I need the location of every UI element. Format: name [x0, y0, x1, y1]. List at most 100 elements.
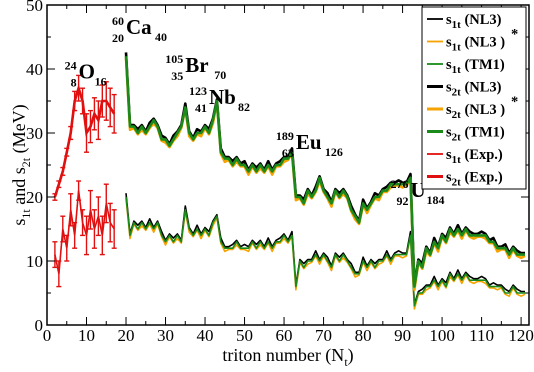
legend-entry-part: (NL3) — [461, 12, 502, 28]
nucleus-neutron-number: 82 — [238, 100, 250, 114]
x-axis-title-main: triton number (N — [222, 345, 344, 366]
x-tick-label: 10 — [78, 326, 95, 345]
y-axis-title-s1: s — [9, 219, 29, 226]
nucleus-mass-number: 123 — [189, 84, 207, 98]
legend-entry-part: 1t — [452, 19, 462, 31]
legend-entry-label: s1t (NL3) — [446, 12, 502, 31]
legend-entry-part: (NL3 ) — [461, 102, 505, 118]
legend-entry-part: (TM1) — [461, 57, 505, 73]
x-tick-label: 110 — [469, 326, 494, 345]
legend-entry-part: (NL3 ) — [461, 35, 505, 51]
legend-entry-label: s2t (NL3) — [446, 80, 502, 99]
nucleus-mass-number: 189 — [276, 129, 294, 143]
legend-entry-label: s2t (TM1) — [446, 125, 505, 144]
x-tick-label: 90 — [394, 326, 411, 345]
tick-labels: 0 10 20 30 40 50 60 70 80 90 100 110 120 0 10 20 30 40 50 — [26, 0, 534, 345]
nucleus-neutron-number: 126 — [325, 145, 343, 159]
nucleus-neutron-number: 16 — [95, 75, 107, 89]
legend-entry-part: s — [446, 147, 452, 163]
x-axis-title-sub: t — [344, 355, 348, 369]
nucleus-proton-number: 35 — [171, 69, 183, 83]
legend-entry-label: s1t (NL3 ) — [446, 35, 505, 54]
y-tick-label: 50 — [26, 0, 43, 15]
legend-entry-part: s — [446, 125, 452, 141]
nucleus-proton-number: 92 — [396, 194, 408, 208]
s2-curve-TM1 — [124, 56, 525, 288]
legend-entry-part: s — [446, 12, 452, 28]
nucleus-mass-number: 24 — [65, 59, 77, 73]
legend-entry-part: s — [446, 170, 452, 186]
nucleus-symbol: Nb — [209, 85, 236, 109]
legend-entry-part: 2t — [452, 132, 462, 144]
y-axis-title-1t: 1t — [19, 209, 33, 219]
nucleus-proton-number: 8 — [71, 76, 77, 90]
nucleus-label-Br: 105 35 Br 70 — [165, 52, 226, 83]
s1-curve-TM1 — [125, 196, 525, 307]
legend-entry-part: 1t — [452, 154, 462, 166]
nucleus-neutron-number: 70 — [214, 68, 226, 82]
legend-entry-part: s — [446, 80, 452, 96]
nucleus-symbol: Ca — [126, 15, 152, 39]
legend-entry-label: s2t (NL3 ) — [446, 102, 505, 121]
legend-box — [421, 6, 527, 190]
nucleus-mass-number: 276 — [390, 177, 408, 191]
y-axis-title-2t: 2t — [19, 157, 33, 167]
legend-entry-star: * — [511, 94, 518, 110]
legend-entry-part: s — [446, 35, 452, 51]
nucleus-symbol: O — [79, 60, 95, 84]
x-tick-label: 70 — [315, 326, 332, 345]
legend-entry-part: 1t — [452, 42, 462, 54]
legend-entry-part: (Exp.) — [461, 170, 503, 186]
nucleus-symbol: Eu — [296, 130, 322, 154]
legend: s1t (NL3)s1t (NL3 ) *s1t (TM1)s2t (NL3)s2… — [421, 6, 527, 190]
y-tick-label: 0 — [35, 316, 44, 335]
legend-entry-part: 2t — [452, 177, 462, 189]
nucleus-symbol: Br — [185, 53, 208, 77]
nucleus-neutron-number: 40 — [155, 30, 167, 44]
s1-exp-line — [54, 190, 115, 274]
y-axis-title-unit: (MeV) — [9, 104, 30, 157]
nucleus-proton-number: 63 — [282, 146, 294, 160]
x-tick-label: 30 — [157, 326, 174, 345]
legend-entry-star: * — [511, 27, 518, 43]
legend-entry-label: s1t (Exp.) — [446, 147, 503, 166]
x-tick-label: 20 — [118, 326, 135, 345]
nucleus-proton-number: 41 — [195, 101, 207, 115]
theory-curves — [124, 52, 526, 310]
x-tick-label: 80 — [355, 326, 372, 345]
y-tick-label: 30 — [26, 124, 43, 143]
y-axis-title: s1t and s2t (MeV) — [9, 104, 33, 225]
legend-entry-part: (Exp.) — [461, 147, 503, 163]
nucleus-label-Eu: 189 63 Eu 126 — [276, 129, 343, 160]
nucleus-mass-number: 60 — [112, 14, 124, 28]
legend-entry-part: 1t — [452, 64, 462, 76]
nucleus-neutron-number: 184 — [426, 193, 444, 207]
x-tick-label: 50 — [236, 326, 253, 345]
y-tick-label: 20 — [26, 188, 43, 207]
nucleus-label-Ca: 60 20 Ca 40 — [112, 14, 167, 45]
legend-entry-part: 2t — [452, 87, 462, 99]
nucleus-mass-number: 105 — [165, 52, 183, 66]
legend-entry-part: s — [446, 102, 452, 118]
legend-entry-part: 2t — [452, 109, 462, 121]
x-tick-label: 40 — [197, 326, 214, 345]
y-axis-title-and: and s — [9, 167, 29, 209]
x-tick-label: 60 — [276, 326, 293, 345]
nucleus-label-Nb: 123 41 Nb 82 — [189, 84, 250, 115]
x-axis-title-end: ) — [348, 345, 354, 366]
s2-exp-line — [53, 83, 116, 198]
legend-entry-part: s — [446, 57, 452, 73]
nucleus-proton-number: 20 — [112, 31, 124, 45]
x-tick-label: 100 — [429, 326, 455, 345]
x-tick-label: 0 — [43, 326, 52, 345]
x-tick-label: 120 — [508, 326, 534, 345]
axis-ticks — [46, 4, 529, 326]
legend-entry-label: s2t (Exp.) — [446, 170, 503, 189]
y-tick-label: 40 — [26, 60, 43, 79]
legend-entry-part: (TM1) — [461, 125, 505, 141]
legend-entry-part: (NL3) — [461, 80, 502, 96]
x-axis-title: triton number (Nt) — [222, 345, 353, 369]
nucleus-label-O: 24 8 O 16 — [65, 59, 107, 90]
